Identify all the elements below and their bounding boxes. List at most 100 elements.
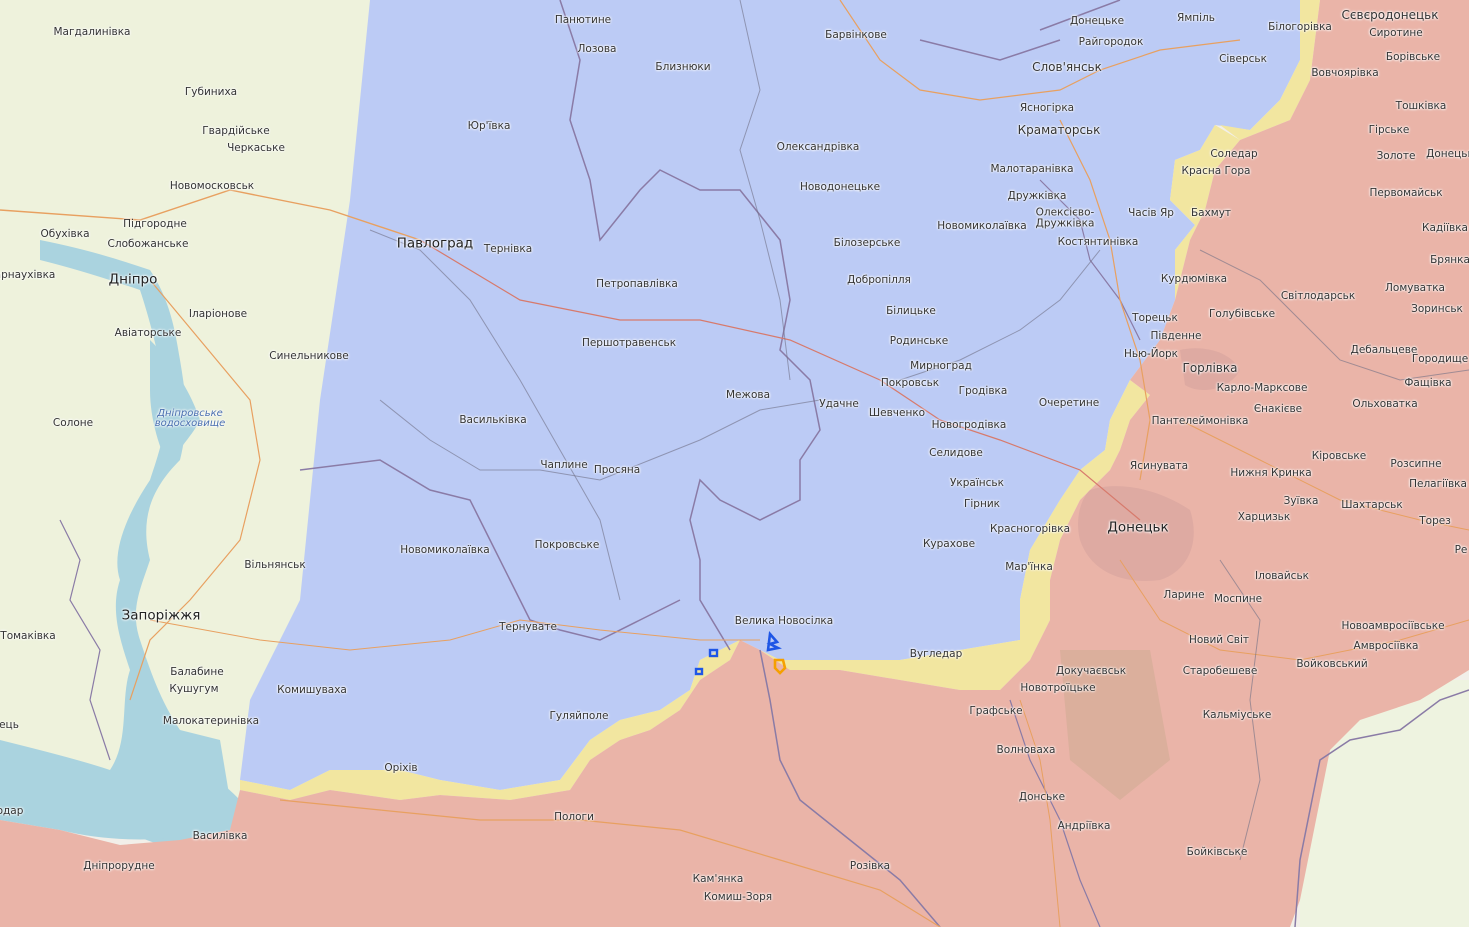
place-label: Губиниха [184,85,238,98]
place-label: Торез [1419,514,1451,527]
place-label: Білогорівка [1268,20,1332,33]
place-label: Вільнянськ [244,558,306,571]
place-label: Комиш-Зоря [703,890,773,903]
place-label: Розсипне [1390,457,1442,470]
place-label: Докучаєвськ [1055,664,1127,677]
place-label: Слобожанське [107,237,189,250]
place-label: Підгородне [123,217,187,230]
place-label: Слов'янськ [1032,60,1102,74]
place-label: Гірник [963,497,1001,510]
place-label: Торецьк [1132,311,1178,324]
place-label: Донське [1018,790,1066,803]
place-label: Курдюмівка [1160,272,1228,285]
place-label: Розівка [849,859,891,872]
place-label: Краматорськ [1017,123,1101,137]
place-label: Графське [969,704,1023,717]
road [1119,559,1469,661]
place-label: Удачне [819,397,859,410]
place-label: Українськ [950,476,1004,489]
place-label: Войковський [1296,657,1368,670]
place-label: Близнюки [655,60,711,73]
place-label: Андріївка [1057,819,1111,832]
place-label: Нью-Йорк [1124,347,1178,360]
place-label: Мар'їнка [1005,560,1053,573]
road [839,0,1241,101]
oblast-border [1009,699,1101,927]
place-label: Новомосковськ [169,179,255,192]
contested-band-east [1220,0,1320,140]
place-label: Дніпрорудне [83,859,155,872]
place-label: Тернівка [483,242,533,255]
place-label: Волноваха [996,743,1056,756]
place-label: Павлоград [396,235,474,252]
place-label: Кальміуське [1202,708,1272,721]
road [419,239,1141,521]
place-label: Комишуваха [277,683,347,696]
place-label: Покровське [534,538,600,551]
place-label: Новогродівка [931,418,1007,431]
place-label: Амвросіївка [1353,639,1419,652]
place-label: Пелагіївка [1409,477,1467,490]
place-label: Ясинувата [1129,459,1189,472]
place-label: Черкаське [227,141,285,154]
place-label: Новий Світ [1188,633,1250,646]
place-label: Вовчоярівка [1311,66,1379,79]
place-label: Новомиколаївка [937,219,1027,232]
place-label: Харцизьк [1237,510,1291,523]
oblast-border [1294,689,1469,927]
place-label: Ясногірка [1019,101,1075,114]
place-label: Донецьке [1069,14,1125,27]
place-label: Донецьк [1426,147,1469,160]
place-label: Панютине [554,13,612,26]
place-label: Красногорівка [989,522,1071,535]
place-label: Покровськ [880,376,940,389]
place-label: Пологи [554,810,594,823]
urban-area-horlivka [1180,348,1240,390]
place-label: Дружківка [1007,189,1067,202]
road [279,799,941,927]
place-label: Шевченко [868,406,926,419]
place-label: Зуївка [1283,494,1319,507]
place-label: Райгородок [1078,35,1144,48]
road [149,619,760,651]
secondary-road [369,229,621,601]
oblast-border [759,649,941,927]
blue-unit-marker[interactable] [708,648,719,658]
place-label: Борівське [1385,50,1441,63]
place-label: Новомиколаївка [400,543,490,556]
place-label: одар [0,804,24,817]
place-label: Балабине [170,665,224,678]
place-label: Ре [1454,543,1468,556]
place-label: Соледар [1210,147,1258,160]
place-label: Першотравенськ [581,336,677,349]
place-label: Новоамвросіївське [1341,619,1445,632]
place-label: Голубівське [1208,307,1276,320]
place-label: Ольховатка [1352,397,1418,410]
place-label: Запоріжжя [121,607,201,624]
reservoir-detail [150,340,200,470]
place-label: Барвінкове [825,28,887,41]
place-label: Шахтарськ [1341,498,1403,511]
place-label: Новодонецьке [799,180,881,193]
road [1059,119,1151,481]
place-label: Гірське [1368,123,1410,136]
place-label: Білозерське [833,236,901,249]
place-label: Малотаранівка [990,162,1074,175]
place-label: Гродівка [958,384,1008,397]
orange-unit-marker[interactable] [773,658,787,675]
blue-unit-marker[interactable] [766,630,782,652]
road [1179,419,1469,531]
place-label: арнаухівка [0,268,56,281]
place-label: Іловайськ [1255,569,1309,582]
place-label: Ямпіль [1177,11,1215,24]
place-label: Кам'янка [692,872,744,885]
secondary-road [739,0,791,381]
place-label: Ларине [1163,588,1205,601]
place-label: Гуляйполе [549,709,609,722]
place-label: Василівка [192,829,248,842]
blue-unit-marker[interactable] [694,667,704,676]
place-label: Селидове [929,446,983,459]
